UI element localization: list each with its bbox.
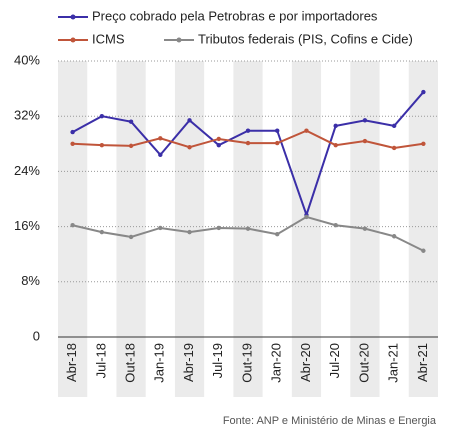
y-tick-label: 0	[33, 328, 40, 343]
source: Fonte: ANP e Ministério de Minas e Energ…	[223, 415, 437, 427]
point	[333, 223, 338, 228]
band	[408, 61, 438, 397]
point	[391, 123, 397, 129]
point	[275, 231, 280, 237]
point	[333, 123, 338, 129]
x-tick-label: Abr-18	[64, 343, 79, 382]
point	[70, 223, 75, 228]
point	[245, 128, 251, 133]
legend-label: Tributos federais (PIS, Cofins e Cide)	[198, 31, 413, 46]
x-tick-label: Jul-19	[210, 343, 225, 378]
x-tick-label: Jan-20	[269, 343, 284, 383]
point	[421, 248, 426, 253]
band	[174, 61, 205, 397]
y-tick-label: 8%	[21, 273, 40, 288]
x-tick-label: Out-19	[239, 343, 254, 383]
point	[187, 229, 192, 235]
point	[304, 214, 309, 220]
point	[216, 225, 221, 231]
point	[275, 128, 280, 133]
y-tick-label: 24%	[14, 163, 40, 178]
point	[216, 142, 221, 148]
y-tick-label: 16%	[14, 218, 40, 233]
point	[362, 138, 368, 144]
legend-label: Preço cobrado pela Petrobras e por impor…	[92, 8, 378, 23]
x-tick-label: Out-20	[356, 343, 371, 383]
point	[391, 234, 397, 239]
point	[70, 129, 75, 135]
x-tick-label: Abr-19	[181, 343, 196, 382]
x-tick-label: Jul-20	[327, 343, 342, 378]
point	[158, 152, 163, 158]
band	[116, 61, 146, 397]
point	[187, 145, 192, 150]
x-tick-label: Out-18	[123, 343, 138, 383]
point	[275, 140, 280, 146]
y-tick-label: 32%	[14, 108, 40, 123]
point	[216, 136, 221, 142]
point	[99, 142, 105, 148]
point	[128, 143, 134, 149]
point	[333, 142, 338, 148]
band	[291, 61, 322, 397]
legend-dot	[70, 37, 76, 43]
x-tick-label: Jan-21	[386, 343, 401, 383]
band	[58, 61, 88, 397]
legend-dot	[70, 14, 76, 20]
point	[362, 226, 368, 231]
y-tick-label: 40%	[14, 52, 40, 67]
point	[158, 225, 163, 231]
point	[245, 226, 251, 231]
point	[362, 118, 368, 123]
point	[99, 229, 105, 235]
point	[70, 141, 75, 146]
x-tick-label: Abr-20	[298, 343, 313, 382]
x-tick-label: Jul-18	[93, 343, 108, 378]
point	[245, 140, 251, 146]
point	[128, 234, 134, 240]
x-tick-label: Abr-21	[415, 343, 430, 382]
point	[99, 114, 105, 119]
point	[421, 89, 426, 95]
point	[128, 119, 134, 124]
point	[391, 145, 397, 151]
legend-dot	[176, 37, 182, 43]
point	[158, 136, 163, 141]
legend-label: ICMS	[92, 31, 125, 46]
point	[187, 118, 192, 123]
point	[421, 141, 426, 146]
x-tick-label: Jan-19	[152, 343, 167, 383]
point	[304, 128, 309, 133]
